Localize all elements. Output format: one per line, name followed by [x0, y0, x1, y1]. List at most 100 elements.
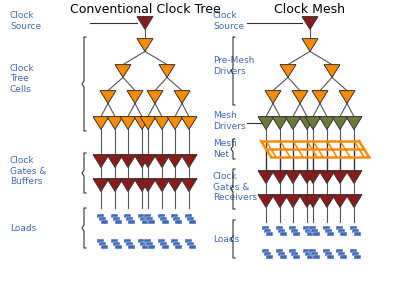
- Polygon shape: [159, 64, 175, 77]
- Bar: [146, 217, 153, 221]
- Bar: [279, 232, 286, 236]
- Polygon shape: [323, 64, 339, 77]
- Polygon shape: [291, 91, 307, 103]
- Bar: [351, 229, 358, 233]
- Polygon shape: [166, 155, 183, 167]
- Bar: [353, 232, 360, 236]
- Polygon shape: [107, 155, 123, 167]
- Bar: [161, 220, 169, 224]
- Bar: [158, 214, 165, 218]
- Polygon shape: [120, 179, 136, 191]
- Bar: [310, 229, 317, 233]
- Polygon shape: [318, 171, 334, 183]
- Bar: [189, 220, 195, 224]
- Bar: [124, 239, 131, 243]
- Polygon shape: [166, 117, 183, 130]
- Bar: [175, 245, 182, 249]
- Polygon shape: [137, 39, 153, 51]
- Polygon shape: [140, 155, 156, 167]
- Bar: [322, 226, 329, 230]
- Text: Clock
Source: Clock Source: [212, 11, 244, 31]
- Polygon shape: [279, 64, 295, 77]
- Bar: [288, 226, 295, 230]
- Bar: [142, 220, 149, 224]
- Polygon shape: [257, 195, 273, 207]
- Bar: [140, 217, 147, 221]
- Bar: [353, 255, 360, 259]
- Polygon shape: [257, 117, 273, 130]
- Bar: [142, 245, 149, 249]
- Bar: [261, 226, 268, 230]
- Bar: [147, 220, 154, 224]
- Bar: [349, 249, 356, 253]
- Polygon shape: [298, 117, 314, 130]
- Polygon shape: [134, 155, 150, 167]
- Bar: [304, 229, 311, 233]
- Bar: [159, 217, 166, 221]
- Polygon shape: [318, 195, 334, 207]
- Text: Mesh
Net: Mesh Net: [212, 139, 236, 159]
- Polygon shape: [134, 179, 150, 191]
- Bar: [185, 214, 192, 218]
- Polygon shape: [301, 17, 317, 29]
- Polygon shape: [304, 171, 320, 183]
- Polygon shape: [331, 195, 347, 207]
- Bar: [173, 217, 180, 221]
- Polygon shape: [331, 171, 347, 183]
- Bar: [266, 255, 272, 259]
- Text: Loads: Loads: [212, 235, 239, 244]
- Bar: [326, 255, 333, 259]
- Polygon shape: [173, 91, 190, 103]
- Polygon shape: [304, 117, 320, 130]
- Polygon shape: [140, 117, 156, 130]
- Bar: [115, 245, 122, 249]
- Bar: [351, 252, 358, 256]
- Polygon shape: [345, 171, 361, 183]
- Polygon shape: [93, 155, 109, 167]
- Polygon shape: [304, 195, 320, 207]
- Bar: [99, 242, 106, 246]
- Text: Conventional Clock Tree: Conventional Clock Tree: [69, 3, 220, 16]
- Bar: [101, 245, 108, 249]
- Polygon shape: [166, 179, 183, 191]
- Polygon shape: [271, 117, 287, 130]
- Bar: [187, 217, 194, 221]
- Bar: [115, 220, 122, 224]
- Bar: [111, 214, 118, 218]
- Text: Loads: Loads: [10, 224, 36, 233]
- Bar: [337, 252, 344, 256]
- Bar: [126, 217, 133, 221]
- Text: Clock Mesh: Clock Mesh: [274, 3, 345, 16]
- Polygon shape: [180, 117, 197, 130]
- Bar: [310, 252, 317, 256]
- Bar: [144, 239, 151, 243]
- Polygon shape: [271, 195, 287, 207]
- Polygon shape: [93, 179, 109, 191]
- Bar: [161, 245, 169, 249]
- Bar: [324, 229, 331, 233]
- Polygon shape: [154, 179, 170, 191]
- Bar: [339, 232, 346, 236]
- Bar: [147, 245, 154, 249]
- Polygon shape: [137, 17, 153, 29]
- Bar: [171, 214, 178, 218]
- Polygon shape: [180, 155, 197, 167]
- Bar: [99, 217, 106, 221]
- Bar: [126, 242, 133, 246]
- Bar: [312, 232, 319, 236]
- Bar: [263, 229, 271, 233]
- Polygon shape: [115, 64, 131, 77]
- Bar: [138, 214, 145, 218]
- Bar: [128, 220, 135, 224]
- Bar: [111, 239, 118, 243]
- Polygon shape: [331, 117, 347, 130]
- Bar: [277, 229, 284, 233]
- Text: Clock
Gates &
Receivers: Clock Gates & Receivers: [212, 172, 256, 202]
- Bar: [324, 252, 331, 256]
- Bar: [335, 226, 342, 230]
- Polygon shape: [271, 171, 287, 183]
- Bar: [290, 252, 297, 256]
- Text: Clock
Tree
Cells: Clock Tree Cells: [10, 64, 35, 94]
- Bar: [275, 226, 282, 230]
- Bar: [304, 252, 311, 256]
